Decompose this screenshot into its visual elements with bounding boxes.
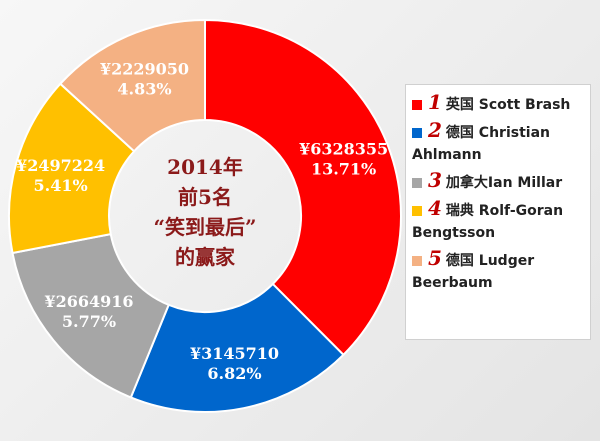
legend-rank: 4 [428,196,442,220]
legend-swatch [412,100,422,110]
legend-rank: 5 [428,246,442,270]
center-text: 的赢家 [175,245,236,269]
slice [58,18,206,153]
legend-label: 瑞典 Rolf-Goran Bengtsson [412,203,564,241]
legend-item: 2 德国 Christian Ahlmann [412,119,584,166]
value-label: ¥2497224 [16,156,105,175]
value-label: ¥6328355 [299,140,388,159]
percent-label: 5.41% [34,176,88,195]
percent-label: 5.77% [62,312,116,331]
value-label: ¥2229050 [100,60,189,79]
percent-label: 4.83% [117,80,171,99]
legend-rank: 1 [428,90,442,114]
value-label: ¥2664916 [44,292,133,311]
slice [8,82,136,255]
center-text: “笑到最后” [153,215,256,239]
legend-swatch [412,128,422,138]
legend-swatch [412,206,422,216]
legend-item: 4 瑞典 Rolf-Goran Bengtsson [412,197,584,244]
legend-item: 1 英国 Scott Brash [412,91,584,116]
slice [11,232,170,399]
slice [129,282,345,413]
slice [204,18,402,357]
center-text: 前5名 [178,185,232,209]
percent-label: 13.71% [311,160,376,179]
legend-swatch [412,256,422,266]
legend-item: 5 德国 Ludger Beerbaum [412,247,584,294]
percent-label: 6.82% [207,364,261,383]
value-label: ¥3145710 [190,344,279,363]
legend: 1 英国 Scott Brash 2 德国 Christian Ahlmann 3 加拿大… [405,84,591,340]
legend-item: 3 加拿大Ian Millar [412,169,584,194]
legend-label: 英国 Scott Brash [445,97,571,113]
legend-label: 德国 Christian Ahlmann [412,125,550,163]
center-text: 2014年 [167,155,243,179]
legend-rank: 2 [428,118,442,142]
legend-label: 加拿大Ian Millar [445,175,563,191]
legend-rank: 3 [428,168,442,192]
legend-label: 德国 Ludger Beerbaum [412,253,535,291]
legend-swatch [412,178,422,188]
